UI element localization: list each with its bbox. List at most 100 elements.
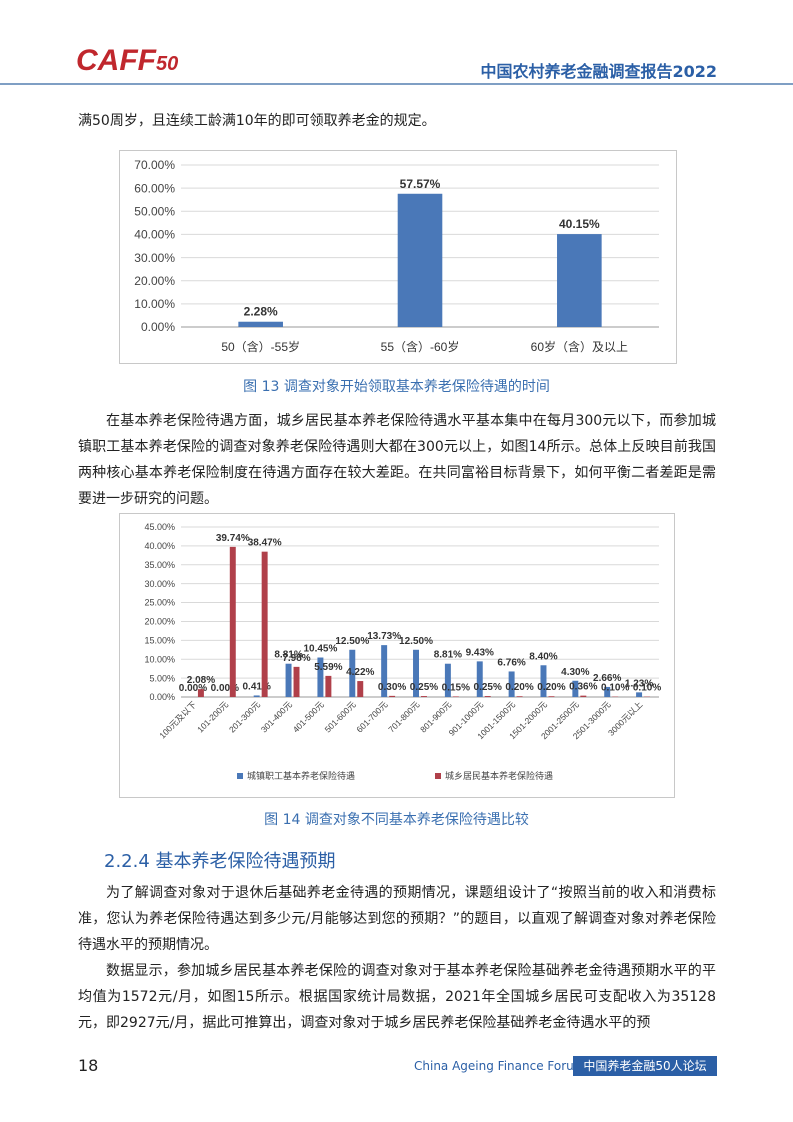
y-tick-label: 5.00%: [149, 673, 175, 683]
paragraph: 在基本养老保险待遇方面，城乡居民基本养老保险待遇水平基本集中在每月300元以下，…: [78, 413, 716, 507]
bar: [293, 666, 300, 697]
value-label: 0.00%: [179, 683, 207, 694]
chart-frame: [119, 150, 677, 364]
bar: [285, 663, 292, 697]
bar: [421, 696, 427, 697]
value-label: 0.36%: [569, 682, 597, 693]
value-label: 0.00%: [211, 683, 239, 694]
forum-cn: 中国养老金融50人论坛: [573, 1056, 717, 1076]
value-label: 0.10%: [601, 683, 629, 694]
value-label: 39.74%: [216, 533, 250, 544]
value-label: 4.22%: [346, 667, 374, 678]
value-label: 10.45%: [303, 644, 337, 655]
bar: [261, 551, 268, 697]
legend-label: 城乡居民基本养老保险待遇: [445, 770, 553, 781]
bar: [580, 695, 587, 697]
y-tick-label: 30.00%: [144, 579, 175, 589]
chart-frame: [119, 513, 675, 798]
chart: 0.00% 10.00% 20.00% 30.00% 40.00% 50.00% 60.00…: [119, 150, 677, 364]
value-label: 1.23%: [625, 678, 653, 689]
logo: CAFF50: [76, 44, 178, 78]
y-tick-label: 70.00%: [134, 158, 175, 172]
y-tick-label: 0.00%: [141, 320, 175, 334]
bar: [381, 645, 388, 697]
value-label: 4.30%: [561, 667, 589, 678]
paragraph: 为了解调查对象对于退休后基础养老金待遇的预期情况，课题组设计了“按照当前的收入和…: [78, 885, 716, 953]
header-title: 中国农村养老金融调查报告2022: [480, 62, 717, 81]
value-label: 2.08%: [187, 675, 215, 686]
bar: [476, 661, 483, 697]
x-tick-label: 60岁（含）及以上: [531, 339, 628, 354]
logo-sub: 50: [155, 53, 179, 75]
bar: [325, 675, 332, 697]
bar: [548, 696, 555, 697]
value-label: 40.15%: [559, 217, 600, 231]
x-tick-label: 401-500元: [291, 699, 326, 734]
bar: [508, 671, 515, 697]
legend-label: 城镇职工基本养老保险待遇: [247, 770, 355, 781]
value-label: 0.41%: [243, 681, 271, 692]
bar: [397, 193, 443, 327]
x-tick-label: 501-600元: [323, 699, 358, 734]
value-label: 9.43%: [466, 647, 494, 658]
value-label: 2.66%: [593, 673, 621, 684]
x-tick-label: 3000元以上: [606, 699, 645, 738]
bar: [452, 696, 459, 697]
bar: [516, 696, 523, 697]
y-tick-label: 20.00%: [134, 274, 175, 288]
y-tick-label: 50.00%: [134, 204, 175, 218]
figure-caption: 图 13 调查对象开始领取基本养老保险待遇的时间: [243, 379, 550, 395]
x-tick-label: 55（含）-60岁: [381, 339, 460, 354]
bar: [349, 649, 356, 697]
bar: [253, 695, 260, 697]
section-heading: 2.2.4 基本养老保险待遇预期: [104, 851, 336, 872]
x-tick-label: 301-400元: [259, 699, 294, 734]
bar: [572, 680, 579, 697]
forum-en: China Ageing Finance Forum: [414, 1059, 586, 1073]
y-tick-label: 60.00%: [134, 181, 175, 195]
bar: [413, 649, 419, 697]
x-tick-label: 50（含）-55岁: [221, 339, 300, 354]
y-tick-label: 0.00%: [149, 692, 175, 702]
legend-swatch: [237, 773, 243, 779]
x-tick-label: 101-200元: [195, 699, 230, 734]
value-label: 7.98%: [282, 653, 310, 664]
value-label: 12.50%: [335, 636, 369, 647]
value-label: 0.20%: [505, 682, 533, 693]
value-label: 0.25%: [410, 682, 438, 693]
y-tick-label: 10.00%: [144, 654, 175, 664]
value-label: 0.10%: [633, 683, 661, 694]
logo-text: CAFF: [76, 44, 156, 77]
bar: [197, 689, 204, 697]
x-tick-label: 601-700元: [354, 699, 389, 734]
bar: [604, 686, 611, 697]
bar: [317, 657, 324, 697]
y-tick-label: 25.00%: [144, 598, 175, 608]
value-label: 13.73%: [367, 631, 401, 642]
x-tick-label: 100元及以下: [157, 699, 198, 740]
value-label: 0.30%: [378, 682, 406, 693]
page-number: 18: [78, 1056, 99, 1075]
value-label: 8.81%: [434, 650, 462, 661]
y-tick-label: 35.00%: [144, 560, 175, 570]
bar: [357, 681, 364, 697]
bar: [229, 546, 236, 697]
x-tick-label: 201-300元: [227, 699, 262, 734]
legend-swatch: [435, 773, 441, 779]
bar: [444, 663, 451, 697]
bar: [557, 234, 602, 327]
y-tick-label: 30.00%: [134, 251, 175, 265]
value-label: 2.28%: [244, 305, 278, 319]
value-label: 12.50%: [399, 636, 433, 647]
x-tick-label: 701-800元: [386, 699, 421, 734]
value-label: 8.81%: [274, 650, 302, 661]
value-label: 38.47%: [248, 538, 282, 549]
value-label: 5.59%: [314, 662, 342, 673]
value-label: 6.76%: [497, 657, 525, 668]
figure-caption: 图 14 调查对象不同基本养老保险待遇比较: [264, 812, 529, 828]
header-rule: [0, 83, 793, 85]
y-tick-label: 15.00%: [144, 635, 175, 645]
y-tick-label: 45.00%: [144, 522, 175, 532]
paragraph: 数据显示，参加城乡居民基本养老保险的调查对象对于基本养老保险基础养老金待遇预期水…: [78, 963, 716, 1031]
